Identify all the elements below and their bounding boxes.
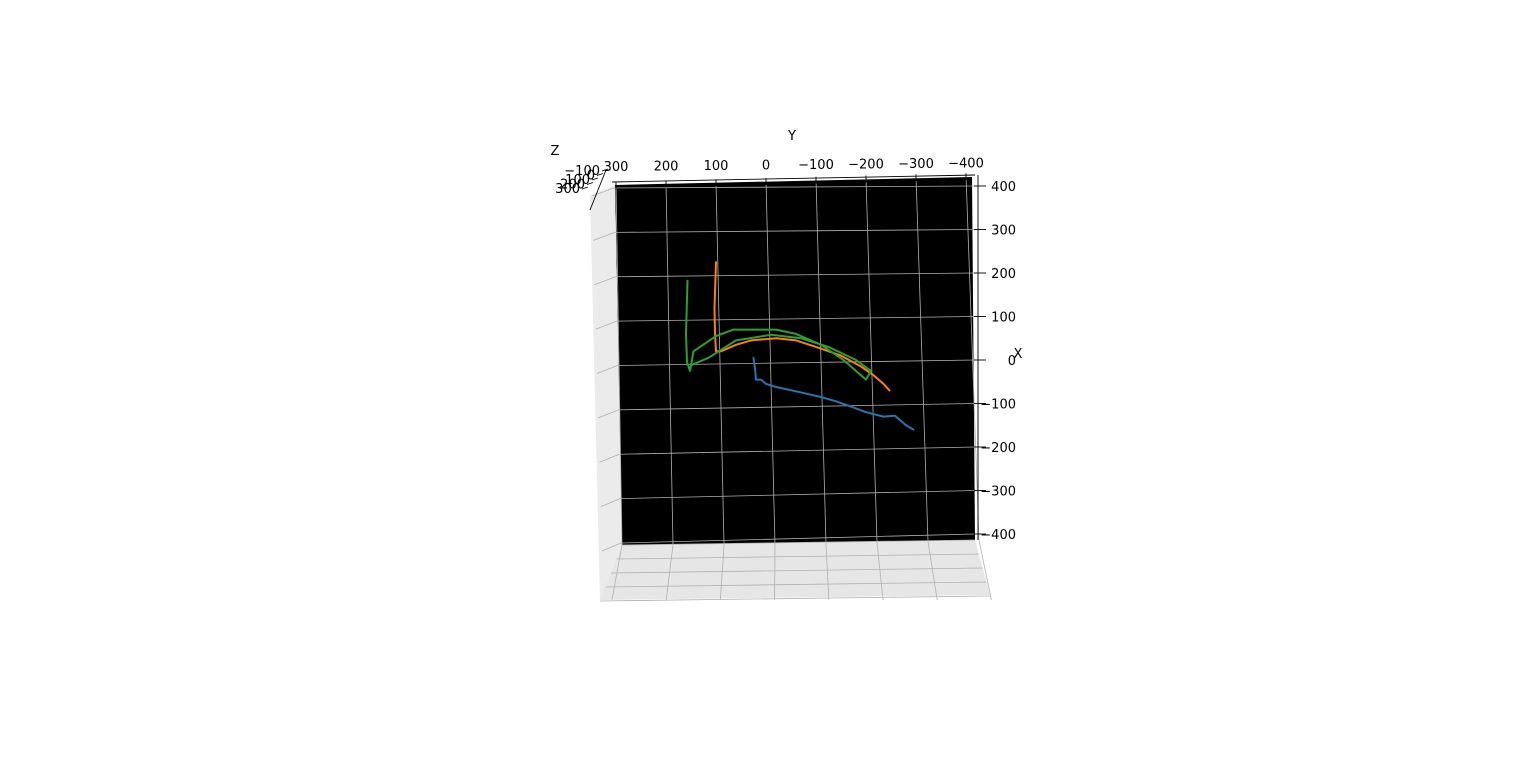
gridline-side — [600, 498, 621, 507]
z-axis-line — [589, 169, 607, 211]
z-tick-label: 200 — [560, 178, 585, 193]
x-tick-labels: 400 300 200 100 0 −100 −200 −300 −400 — [974, 180, 1016, 543]
gridline-y — [715, 181, 725, 546]
y-axis-label: Y — [787, 129, 796, 144]
gridline-floor — [978, 540, 992, 601]
gridline-floor — [927, 541, 938, 601]
y-tick-label: 0 — [762, 159, 770, 174]
axes — [589, 169, 979, 540]
gridline-x — [619, 446, 976, 455]
gridline-side — [593, 231, 616, 241]
gridline-floor — [720, 544, 725, 601]
gridline-x — [617, 359, 976, 366]
x-tick-label: −400 — [980, 528, 1016, 543]
x-tick-label: 0 — [1008, 354, 1016, 369]
gridline-y — [915, 176, 929, 542]
x-tick-label: 400 — [991, 180, 1016, 195]
x-tick-label: 100 — [991, 311, 1016, 326]
series-line-3 — [685, 279, 872, 381]
x-tick-label: −200 — [980, 441, 1016, 456]
y-tick-label: 300 — [604, 160, 629, 175]
y-tick-label: −100 — [798, 158, 834, 173]
x-tick-label: 200 — [991, 267, 1016, 282]
z-tick — [581, 186, 589, 190]
gridlines — [591, 175, 992, 602]
series-layer — [685, 261, 915, 431]
gridline-x — [613, 185, 976, 189]
z-tick-label: 100 — [565, 173, 590, 188]
floor-pane — [600, 540, 990, 600]
z-tick — [586, 182, 594, 185]
gridline-y — [815, 178, 827, 544]
y-tick-label: −200 — [848, 158, 884, 173]
gridline-y — [965, 175, 980, 541]
x-axis-label: X — [1014, 347, 1023, 362]
z-tick-label: −100 — [564, 164, 600, 179]
gridline-z — [605, 581, 987, 588]
gridline-side — [599, 453, 620, 463]
gridline-side — [594, 276, 616, 286]
y-tick-labels: 300 200 100 0 −100 −200 −300 −400 — [604, 157, 984, 189]
gridline-floor — [825, 543, 830, 601]
z-tick-label: 0 — [587, 169, 595, 184]
gridline-z — [621, 539, 976, 546]
z-tick — [601, 168, 609, 172]
gridline-x — [620, 490, 976, 500]
gridline-x — [616, 316, 976, 322]
y-tick-label: 100 — [704, 159, 729, 174]
gridline-x — [618, 403, 976, 411]
x-tick-label: −100 — [980, 398, 1016, 413]
gridline-y — [865, 177, 878, 543]
gridline-y — [665, 182, 674, 546]
back-pane — [615, 177, 975, 545]
z-axis-label: Z — [551, 144, 560, 159]
gridline-side — [596, 365, 618, 374]
gridline-side — [598, 409, 619, 419]
gridline-y — [615, 183, 623, 546]
side-pane — [590, 185, 622, 600]
gridline-floor — [611, 544, 623, 601]
gridline-x — [620, 533, 976, 544]
gridline-side — [595, 320, 617, 330]
gridline-side — [601, 542, 622, 552]
z-tick-label: 300 — [555, 182, 580, 197]
gridline-z — [599, 595, 990, 602]
gridline-floor — [876, 542, 884, 601]
z-tick — [591, 177, 599, 181]
gridline-y — [765, 179, 776, 546]
y-tick-label: −300 — [898, 157, 934, 172]
series-line-1 — [752, 356, 915, 431]
y-tick-label: −400 — [948, 157, 984, 172]
gridline-z — [610, 567, 983, 574]
y-axis-line — [611, 174, 976, 183]
gridline-z — [616, 553, 979, 560]
x-tick-label: 300 — [991, 224, 1016, 239]
x-tick-label: −300 — [980, 485, 1016, 500]
gridline-x — [614, 229, 976, 233]
y-tick-label: 200 — [654, 160, 679, 175]
z-tick — [596, 173, 604, 176]
gridline-x — [615, 272, 976, 278]
